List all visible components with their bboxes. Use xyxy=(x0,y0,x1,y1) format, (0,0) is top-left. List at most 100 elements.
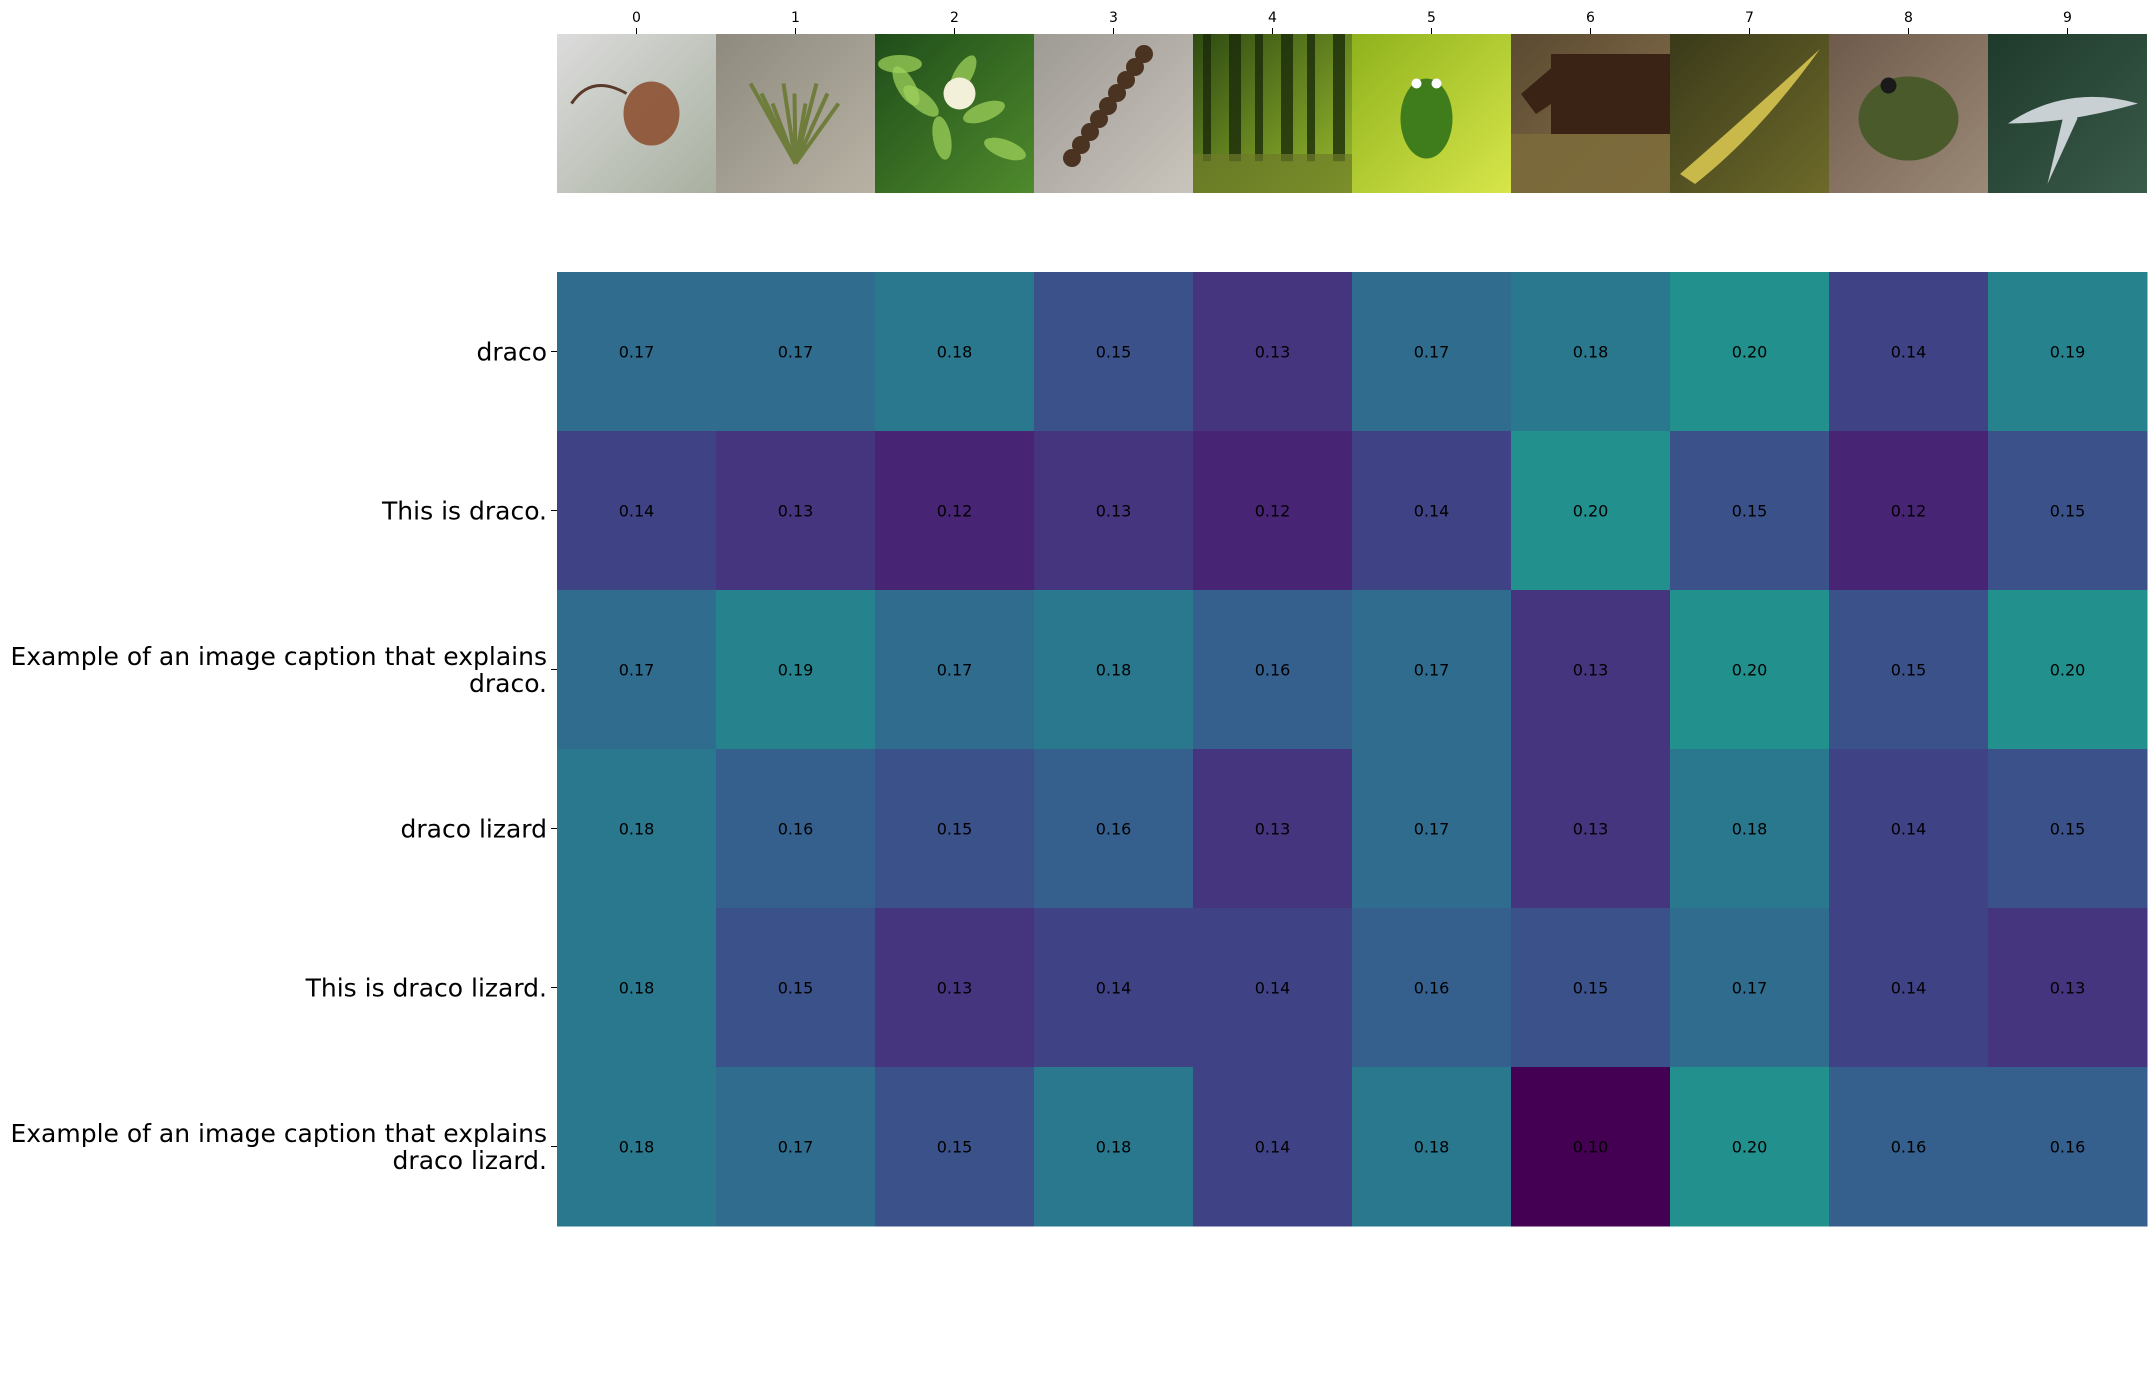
x-axis-ticks: 0 1 2 3 4 5 6 7 8 9 xyxy=(632,10,2072,34)
thumbnail-subject xyxy=(1063,45,1153,167)
heatmap-cell xyxy=(1988,272,2148,432)
heatmap-cell-value: 0.15 xyxy=(937,820,973,839)
y-tick-label: This is draco lizard. xyxy=(305,974,547,1003)
heatmap-cell xyxy=(716,431,876,591)
heatmap-cell-value: 0.17 xyxy=(1414,343,1450,362)
heatmap-cell-value: 0.12 xyxy=(1891,502,1927,521)
heatmap-cell-value: 0.13 xyxy=(1573,820,1609,839)
heatmap-cell xyxy=(1034,749,1194,909)
heatmap-cell xyxy=(1829,272,1989,432)
thumbnail-subject xyxy=(570,81,680,146)
heatmap-cell-value: 0.15 xyxy=(1891,661,1927,680)
heatmap-cell-value: 0.16 xyxy=(2050,1138,2086,1157)
heatmap-cell xyxy=(1988,431,2148,591)
heatmap-cell xyxy=(1352,431,1512,591)
heatmap-cell-value: 0.17 xyxy=(1414,820,1450,839)
thumbnail-subject xyxy=(878,55,1026,161)
heatmap-cell-value: 0.14 xyxy=(1891,820,1927,839)
heatmap-cell-value: 0.14 xyxy=(1414,502,1450,521)
y-axis-labels: draco This is draco. Example of an image c… xyxy=(10,338,557,1175)
heatmap-cell-value: 0.17 xyxy=(1414,661,1450,680)
x-tick-label: 0 xyxy=(632,10,641,26)
heatmap-cell-value: 0.18 xyxy=(1573,343,1609,362)
heatmap-cell xyxy=(1352,1067,1512,1227)
heatmap-cell xyxy=(1352,272,1512,432)
heatmap-cell xyxy=(1193,749,1353,909)
heatmap-cell-value: 0.17 xyxy=(1732,979,1768,998)
heatmap-cell-value: 0.14 xyxy=(619,502,655,521)
heatmap-cell-value: 0.20 xyxy=(1732,343,1768,362)
heatmap-cell xyxy=(1034,590,1194,750)
heatmap-cell xyxy=(1193,590,1353,750)
heatmap-cell-value: 0.18 xyxy=(1732,820,1768,839)
image-thumbnail-5: green frog on leaf xyxy=(1352,34,1511,193)
y-tick-label: Example of an image caption that explain… xyxy=(10,1119,547,1175)
heatmap-cell xyxy=(1511,431,1671,591)
heatmap-cell-value: 0.14 xyxy=(1255,979,1291,998)
x-tick-label: 1 xyxy=(791,10,800,26)
heatmap-cell-value: 0.14 xyxy=(1255,1138,1291,1157)
heatmap-cell xyxy=(1988,908,2148,1068)
image-thumbnail-1: small green shrub on sandy ground xyxy=(716,34,875,193)
heatmap-cell xyxy=(1670,749,1830,909)
x-tick-label: 6 xyxy=(1586,10,1595,26)
heatmap-cell-value: 0.19 xyxy=(778,661,814,680)
image-thumbnail-3: centipede on gravel xyxy=(1034,34,1193,193)
heatmap-cell xyxy=(1670,431,1830,591)
heatmap-cell xyxy=(1511,908,1671,1068)
heatmap-cell xyxy=(1988,590,2148,750)
heatmap-cell xyxy=(716,590,876,750)
y-tick-label: This is draco. xyxy=(381,497,547,526)
heatmap-cell xyxy=(1829,590,1989,750)
x-tick-label: 8 xyxy=(1904,10,1913,26)
heatmap-cell xyxy=(875,272,1035,432)
heatmap-cell-value: 0.13 xyxy=(1096,502,1132,521)
heatmap-cell xyxy=(875,749,1035,909)
image-thumbnail-strip: draco lizard on branchsmall green shrub … xyxy=(557,34,2147,193)
heatmap-cell-value: 0.16 xyxy=(1255,661,1291,680)
heatmap-cell-value: 0.13 xyxy=(937,979,973,998)
x-tick-label: 3 xyxy=(1109,10,1118,26)
heatmap-cell xyxy=(1670,272,1830,432)
heatmap-cell-value: 0.17 xyxy=(778,343,814,362)
heatmap-cell-value: 0.13 xyxy=(778,502,814,521)
heatmap-cell-value: 0.12 xyxy=(1255,502,1291,521)
heatmap-cell xyxy=(557,749,717,909)
heatmap-cell-value: 0.13 xyxy=(1255,820,1291,839)
heatmap-cell-value: 0.20 xyxy=(1573,502,1609,521)
heatmap-cell xyxy=(1352,908,1512,1068)
image-thumbnail-7: yellow spotted fish in water xyxy=(1670,34,1829,193)
heatmap-cell xyxy=(1988,1067,2148,1227)
heatmap-cell-value: 0.17 xyxy=(619,661,655,680)
heatmap-cell-value: 0.19 xyxy=(2050,343,2086,362)
heatmap-cell xyxy=(1670,590,1830,750)
thumbnail-subject xyxy=(1680,49,1820,184)
heatmap-cell xyxy=(557,431,717,591)
heatmap-cell-value: 0.15 xyxy=(937,1138,973,1157)
heatmap-cell-value: 0.12 xyxy=(937,502,973,521)
image-thumbnail-4: sunlit forest with trees xyxy=(1193,34,1352,193)
heatmap-cell xyxy=(1034,431,1194,591)
heatmap-cell xyxy=(557,272,717,432)
heatmap-cell xyxy=(716,908,876,1068)
heatmap-cell-value: 0.15 xyxy=(1732,502,1768,521)
heatmap-cell-value: 0.15 xyxy=(2050,820,2086,839)
heatmap-cell-value: 0.16 xyxy=(778,820,814,839)
heatmap-cell xyxy=(1829,908,1989,1068)
heatmap-cell-value: 0.15 xyxy=(1573,979,1609,998)
heatmap-cell xyxy=(1352,590,1512,750)
heatmap-cell xyxy=(1034,272,1194,432)
heatmap-cell xyxy=(1193,1067,1353,1227)
heatmap-cell xyxy=(875,431,1035,591)
heatmap-cell xyxy=(557,590,717,750)
heatmap-cell xyxy=(716,1067,876,1227)
heatmap-cell-value: 0.16 xyxy=(1891,1138,1927,1157)
heatmap-cell-value: 0.13 xyxy=(1573,661,1609,680)
heatmap-cell xyxy=(875,590,1035,750)
heatmap-cell-value: 0.18 xyxy=(619,820,655,839)
heatmap-cell-value: 0.17 xyxy=(619,343,655,362)
heatmap-cell xyxy=(1034,1067,1194,1227)
heatmap-cell-value: 0.13 xyxy=(2050,979,2086,998)
thumbnail-background xyxy=(1034,34,1193,193)
